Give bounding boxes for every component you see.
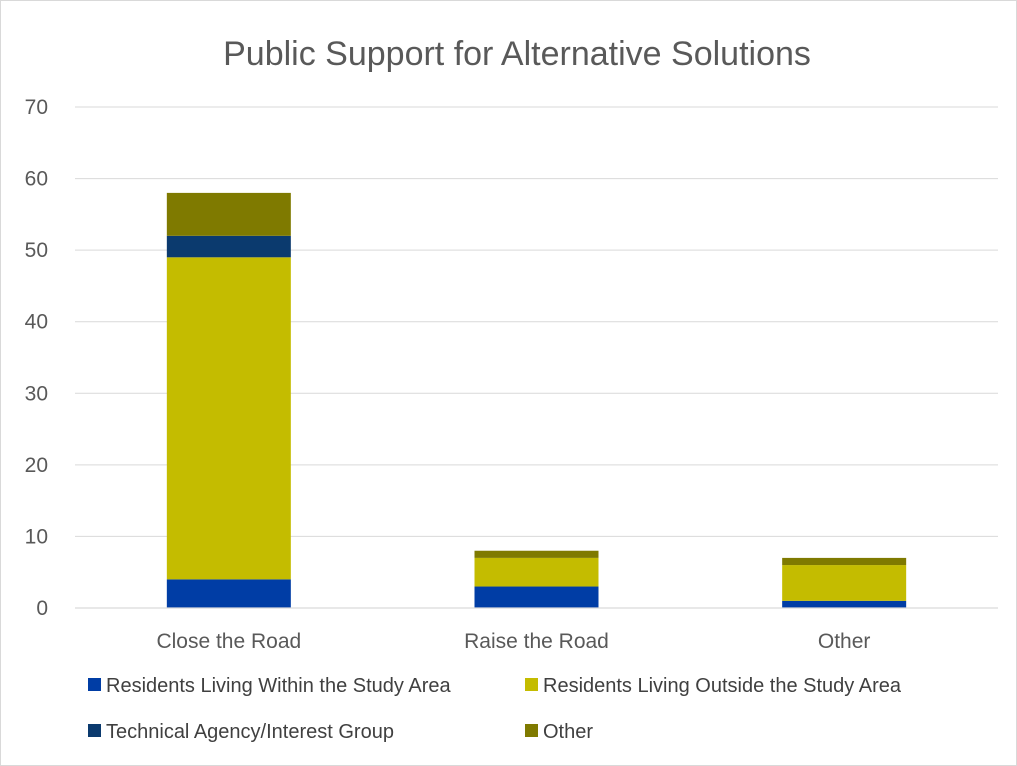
- x-tick-label: Other: [818, 630, 871, 653]
- y-tick-label: 20: [25, 454, 48, 477]
- legend-label: Residents Living Outside the Study Area: [543, 675, 902, 697]
- bar-segment: [474, 586, 599, 608]
- bar-segment: [166, 579, 291, 608]
- bar-segment: [166, 235, 291, 258]
- y-tick-label: 10: [25, 525, 48, 548]
- bar-segment: [782, 565, 907, 601]
- y-tick-label: 30: [25, 382, 48, 405]
- x-tick-label: Raise the Road: [464, 630, 609, 653]
- legend-item: Other: [525, 721, 593, 743]
- y-tick-label: 70: [25, 96, 48, 119]
- chart-title: Public Support for Alternative Solutions: [223, 35, 811, 73]
- y-tick-label: 60: [25, 168, 48, 191]
- bars: [166, 192, 907, 608]
- legend-swatch: [88, 678, 101, 691]
- y-tick-label: 0: [36, 597, 48, 620]
- legend-item: Technical Agency/Interest Group: [88, 721, 394, 743]
- legend-item: Residents Living Within the Study Area: [88, 675, 452, 697]
- legend-swatch: [525, 678, 538, 691]
- legend-swatch: [525, 724, 538, 737]
- bar-segment: [474, 550, 599, 558]
- legend-label: Residents Living Within the Study Area: [106, 675, 452, 697]
- bar-segment: [474, 557, 599, 587]
- legend-swatch: [88, 724, 101, 737]
- bar-segment: [782, 557, 907, 566]
- legend-item: Residents Living Outside the Study Area: [525, 675, 902, 697]
- bar-segment: [782, 600, 907, 608]
- bar-segment: [166, 192, 291, 236]
- y-tick-label: 50: [25, 239, 48, 262]
- y-axis-ticks: 0 10 20 30 40 50 60 70: [25, 96, 48, 620]
- legend-label: Technical Agency/Interest Group: [106, 721, 394, 743]
- x-axis-ticks: Close the Road Raise the Road Other: [156, 630, 870, 653]
- legend-label: Other: [543, 721, 593, 743]
- y-tick-label: 40: [25, 311, 48, 334]
- bar-segment: [166, 257, 291, 580]
- x-tick-label: Close the Road: [156, 630, 301, 653]
- legend: Residents Living Within the Study Area Re…: [88, 675, 902, 743]
